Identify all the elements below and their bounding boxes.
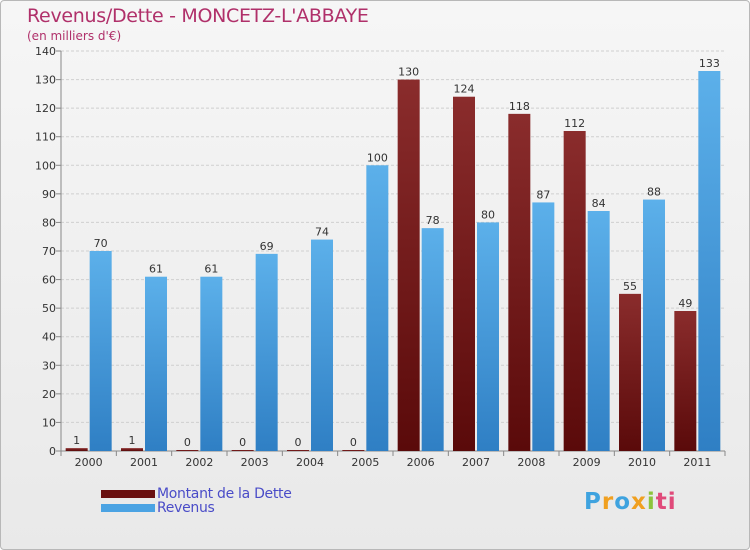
legend-label-dette: Montant de la Dette — [157, 486, 292, 502]
bar-revenus — [587, 211, 610, 451]
y-tick-label: 70 — [42, 245, 56, 258]
data-label: 0 — [239, 436, 246, 449]
bar-revenus — [255, 253, 278, 451]
bar-dette — [287, 450, 309, 451]
data-label: 74 — [315, 226, 329, 239]
data-label: 100 — [367, 151, 388, 164]
x-tick-label: 2004 — [296, 456, 324, 469]
logo-letter: P — [584, 489, 602, 515]
x-tick-label: 2003 — [241, 456, 269, 469]
data-label: 88 — [647, 186, 661, 199]
bar-revenus — [698, 71, 721, 451]
bar-revenus — [200, 276, 223, 451]
x-tick-label: 2001 — [130, 456, 158, 469]
y-tick-label: 90 — [42, 188, 56, 201]
y-tick-label: 50 — [42, 302, 56, 315]
logo-letter: ti — [655, 489, 677, 515]
data-label: 80 — [481, 208, 495, 221]
data-label: 55 — [623, 280, 637, 293]
data-labels: 1 70 1 61 0 61 0 69 0 74 0 100 130 78 124 80 118 87 112 84 5… — [73, 57, 720, 449]
bar-dette — [176, 450, 199, 451]
data-label: 133 — [699, 57, 720, 70]
bar-dette — [453, 96, 475, 451]
bar-revenus — [145, 276, 167, 451]
x-tick-label: 2000 — [75, 456, 103, 469]
data-label: 0 — [295, 436, 302, 449]
data-label: 0 — [184, 436, 191, 449]
logo-letter: r — [601, 489, 615, 515]
data-label: 1 — [129, 434, 136, 447]
x-tick-label: 2002 — [185, 456, 213, 469]
logo-letter: i — [646, 489, 656, 515]
data-label: 87 — [536, 188, 550, 201]
y-tick-label: 140 — [35, 45, 56, 58]
bar-revenus — [366, 165, 389, 452]
bar-revenus — [532, 202, 555, 451]
y-tick-label: 30 — [42, 359, 56, 372]
bar-dette — [231, 450, 254, 451]
grid-lines — [61, 50, 725, 452]
data-label: 124 — [454, 83, 475, 96]
bar-dette — [397, 79, 420, 452]
y-tick-label: 20 — [42, 388, 56, 401]
x-tick-label: 2006 — [407, 456, 435, 469]
bar-dette — [563, 131, 586, 451]
chart-subtitle: (en milliers d'€) — [27, 29, 122, 43]
chart-title: Revenus/Dette - MONCETZ-L'ABBAYE — [27, 5, 369, 27]
x-tick-label: 2007 — [462, 456, 490, 469]
data-label: 49 — [678, 297, 692, 310]
bars — [65, 71, 721, 452]
data-label: 112 — [564, 117, 585, 130]
bar-revenus — [643, 199, 665, 451]
x-tick-label: 2011 — [683, 456, 711, 469]
x-tick-label: 2009 — [573, 456, 601, 469]
data-label: 84 — [592, 197, 606, 210]
data-label: 61 — [204, 263, 218, 276]
x-tick-label: 2010 — [628, 456, 656, 469]
proxiti-logo: Proxiti — [584, 489, 677, 515]
bar-dette — [342, 450, 365, 451]
y-tick-label: 60 — [42, 274, 56, 287]
bar-revenus — [89, 251, 112, 451]
data-label: 61 — [149, 263, 163, 276]
legend-label-revenus: Revenus — [157, 500, 215, 516]
logo-letter: o — [614, 489, 632, 515]
y-tick-label: 130 — [35, 74, 56, 87]
data-label: 69 — [260, 240, 274, 253]
y-tick-label: 100 — [35, 159, 56, 172]
y-tick-label: 10 — [42, 416, 56, 429]
bar-dette — [121, 448, 143, 451]
y-tick-label: 110 — [35, 131, 56, 144]
data-label: 0 — [350, 436, 357, 449]
legend-swatch-revenus — [101, 504, 155, 512]
bar-revenus — [311, 239, 333, 451]
y-tick-label: 80 — [42, 216, 56, 229]
data-label: 78 — [426, 214, 440, 227]
bar-dette — [65, 448, 88, 451]
bar-dette — [508, 113, 531, 451]
logo-letter: x — [631, 489, 647, 515]
data-label: 70 — [94, 237, 108, 250]
bar-revenus — [421, 228, 444, 451]
bar-dette — [619, 293, 641, 451]
x-tick-label: 2008 — [517, 456, 545, 469]
data-label: 130 — [398, 66, 419, 79]
bar-revenus — [477, 222, 499, 451]
legend-swatch-dette — [101, 490, 155, 498]
y-tick-label: 40 — [42, 331, 56, 344]
y-tick-label: 0 — [49, 445, 56, 458]
data-label: 118 — [509, 100, 530, 113]
bar-dette — [674, 311, 697, 451]
y-tick-label: 120 — [35, 102, 56, 115]
x-tick-label: 2005 — [351, 456, 379, 469]
data-label: 1 — [73, 434, 80, 447]
